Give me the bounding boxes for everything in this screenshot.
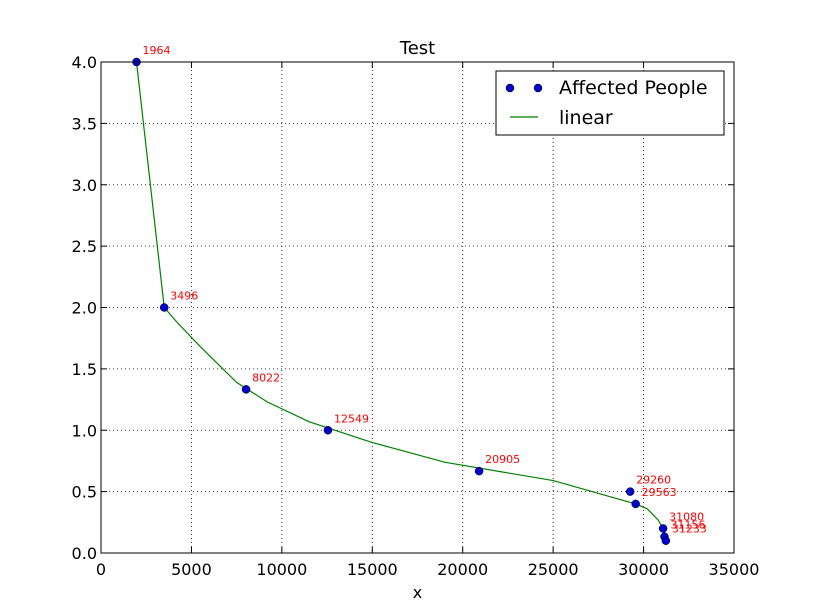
x-tick-label: 35000 xyxy=(709,560,760,579)
x-axis-label: x xyxy=(413,583,422,602)
y-tick-label: 3.5 xyxy=(72,114,97,133)
series-line-linear xyxy=(135,61,667,541)
legend: Affected People linear xyxy=(495,70,725,136)
chart-title: Test xyxy=(399,38,435,59)
point-label: 1964 xyxy=(143,44,171,57)
point-label: 31156 xyxy=(670,519,705,532)
point-label: 31080 xyxy=(669,510,704,523)
legend-label-affected-people: Affected People xyxy=(559,77,708,99)
legend-items: Affected People linear xyxy=(505,77,708,129)
legend-label-linear: linear xyxy=(559,107,613,129)
x-tick-label: 30000 xyxy=(618,560,669,579)
y-tick-label: 2.0 xyxy=(72,299,97,318)
data-point xyxy=(159,303,169,312)
point-label: 31233 xyxy=(672,523,707,536)
point-label: 20905 xyxy=(485,453,520,466)
y-tick-label: 4.0 xyxy=(72,53,97,72)
legend-marker-affected-people xyxy=(533,83,543,93)
x-tick-label: 5000 xyxy=(171,560,212,579)
x-tick-label: 10000 xyxy=(256,560,307,579)
data-point xyxy=(323,426,333,435)
point-label: 29260 xyxy=(636,474,671,487)
data-point xyxy=(658,524,668,533)
legend-box xyxy=(495,70,725,136)
data-point xyxy=(241,385,251,394)
y-tick-label: 3.0 xyxy=(72,176,97,195)
y-tick-label: 0.0 xyxy=(72,544,97,563)
data-point xyxy=(631,499,640,509)
point-label: 12549 xyxy=(334,412,369,425)
x-tick-label: 25000 xyxy=(528,560,579,579)
data-point xyxy=(661,536,671,545)
y-tick-label: 1.0 xyxy=(72,421,97,440)
y-tick-label: 1.5 xyxy=(72,360,97,379)
data-point xyxy=(625,487,635,496)
grid-layer xyxy=(101,62,734,553)
x-tick-label: 0 xyxy=(96,560,106,579)
data-point xyxy=(474,466,484,476)
x-tick-label: 15000 xyxy=(347,560,398,579)
point-label: 29563 xyxy=(642,486,677,499)
y-tick-label: 0.5 xyxy=(72,483,97,502)
x-tick-label: 20000 xyxy=(437,560,488,579)
point-label: 8022 xyxy=(252,371,280,384)
tick-layer: 0 5000 10000 15000 20000 25000 30000 35000 0.0 0.… xyxy=(72,53,760,579)
point-label: 3496 xyxy=(170,290,198,303)
y-tick-label: 2.5 xyxy=(72,237,97,256)
legend-marker-affected-people xyxy=(505,83,515,93)
